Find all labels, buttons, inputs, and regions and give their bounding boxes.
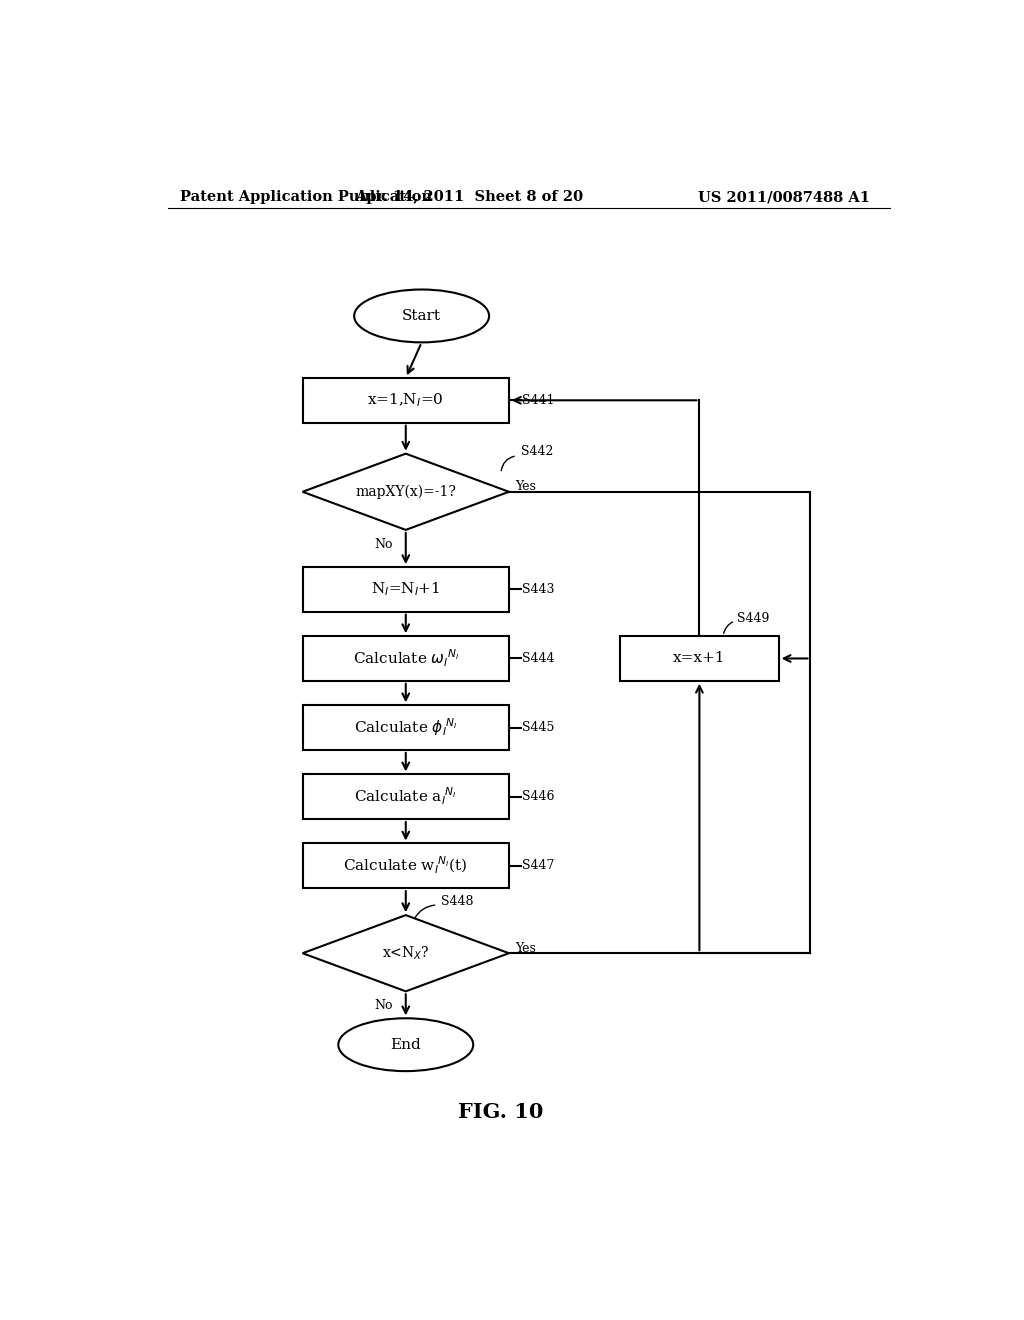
Bar (303, 636, 509, 681)
Text: x=x+1: x=x+1 (673, 652, 726, 665)
Text: x=1,N$_I$=0: x=1,N$_I$=0 (368, 392, 444, 409)
Bar (620, 636, 778, 681)
Text: Calculate a$_I$$^{N_I}$: Calculate a$_I$$^{N_I}$ (354, 785, 458, 808)
Text: S442: S442 (521, 445, 553, 458)
Polygon shape (303, 915, 509, 991)
Text: Calculate w$_I$$^{N_I}$(t): Calculate w$_I$$^{N_I}$(t) (343, 855, 468, 876)
Text: Calculate $\phi_I$$^{N_I}$: Calculate $\phi_I$$^{N_I}$ (354, 717, 458, 738)
Text: N$_I$=N$_I$+1: N$_I$=N$_I$+1 (371, 581, 440, 598)
Text: S443: S443 (522, 583, 555, 595)
Text: US 2011/0087488 A1: US 2011/0087488 A1 (698, 190, 870, 205)
Text: Start: Start (402, 309, 441, 323)
Text: S447: S447 (522, 859, 555, 873)
Text: Yes: Yes (515, 480, 537, 494)
Ellipse shape (338, 1018, 473, 1071)
Ellipse shape (354, 289, 489, 342)
Text: mapXY(x)=-1?: mapXY(x)=-1? (355, 484, 457, 499)
Text: FIG. 10: FIG. 10 (459, 1102, 544, 1122)
Text: Calculate $\omega_I$$^{N_I}$: Calculate $\omega_I$$^{N_I}$ (352, 648, 459, 669)
Bar (303, 775, 509, 818)
Text: S445: S445 (522, 721, 555, 734)
Text: End: End (390, 1038, 421, 1052)
Text: No: No (375, 999, 393, 1012)
Bar (303, 568, 509, 611)
Text: Patent Application Publication: Patent Application Publication (179, 190, 431, 205)
Polygon shape (303, 454, 509, 529)
Text: S449: S449 (737, 612, 770, 626)
Bar (303, 378, 509, 422)
Text: S444: S444 (522, 652, 555, 665)
Text: Yes: Yes (515, 941, 537, 954)
Text: x<N$_X$?: x<N$_X$? (382, 945, 429, 962)
Bar (303, 705, 509, 750)
Text: S441: S441 (522, 393, 555, 407)
Text: S448: S448 (441, 895, 474, 908)
Text: S446: S446 (522, 791, 555, 803)
Bar (303, 843, 509, 888)
Text: Apr. 14, 2011  Sheet 8 of 20: Apr. 14, 2011 Sheet 8 of 20 (355, 190, 584, 205)
Text: No: No (375, 539, 393, 550)
